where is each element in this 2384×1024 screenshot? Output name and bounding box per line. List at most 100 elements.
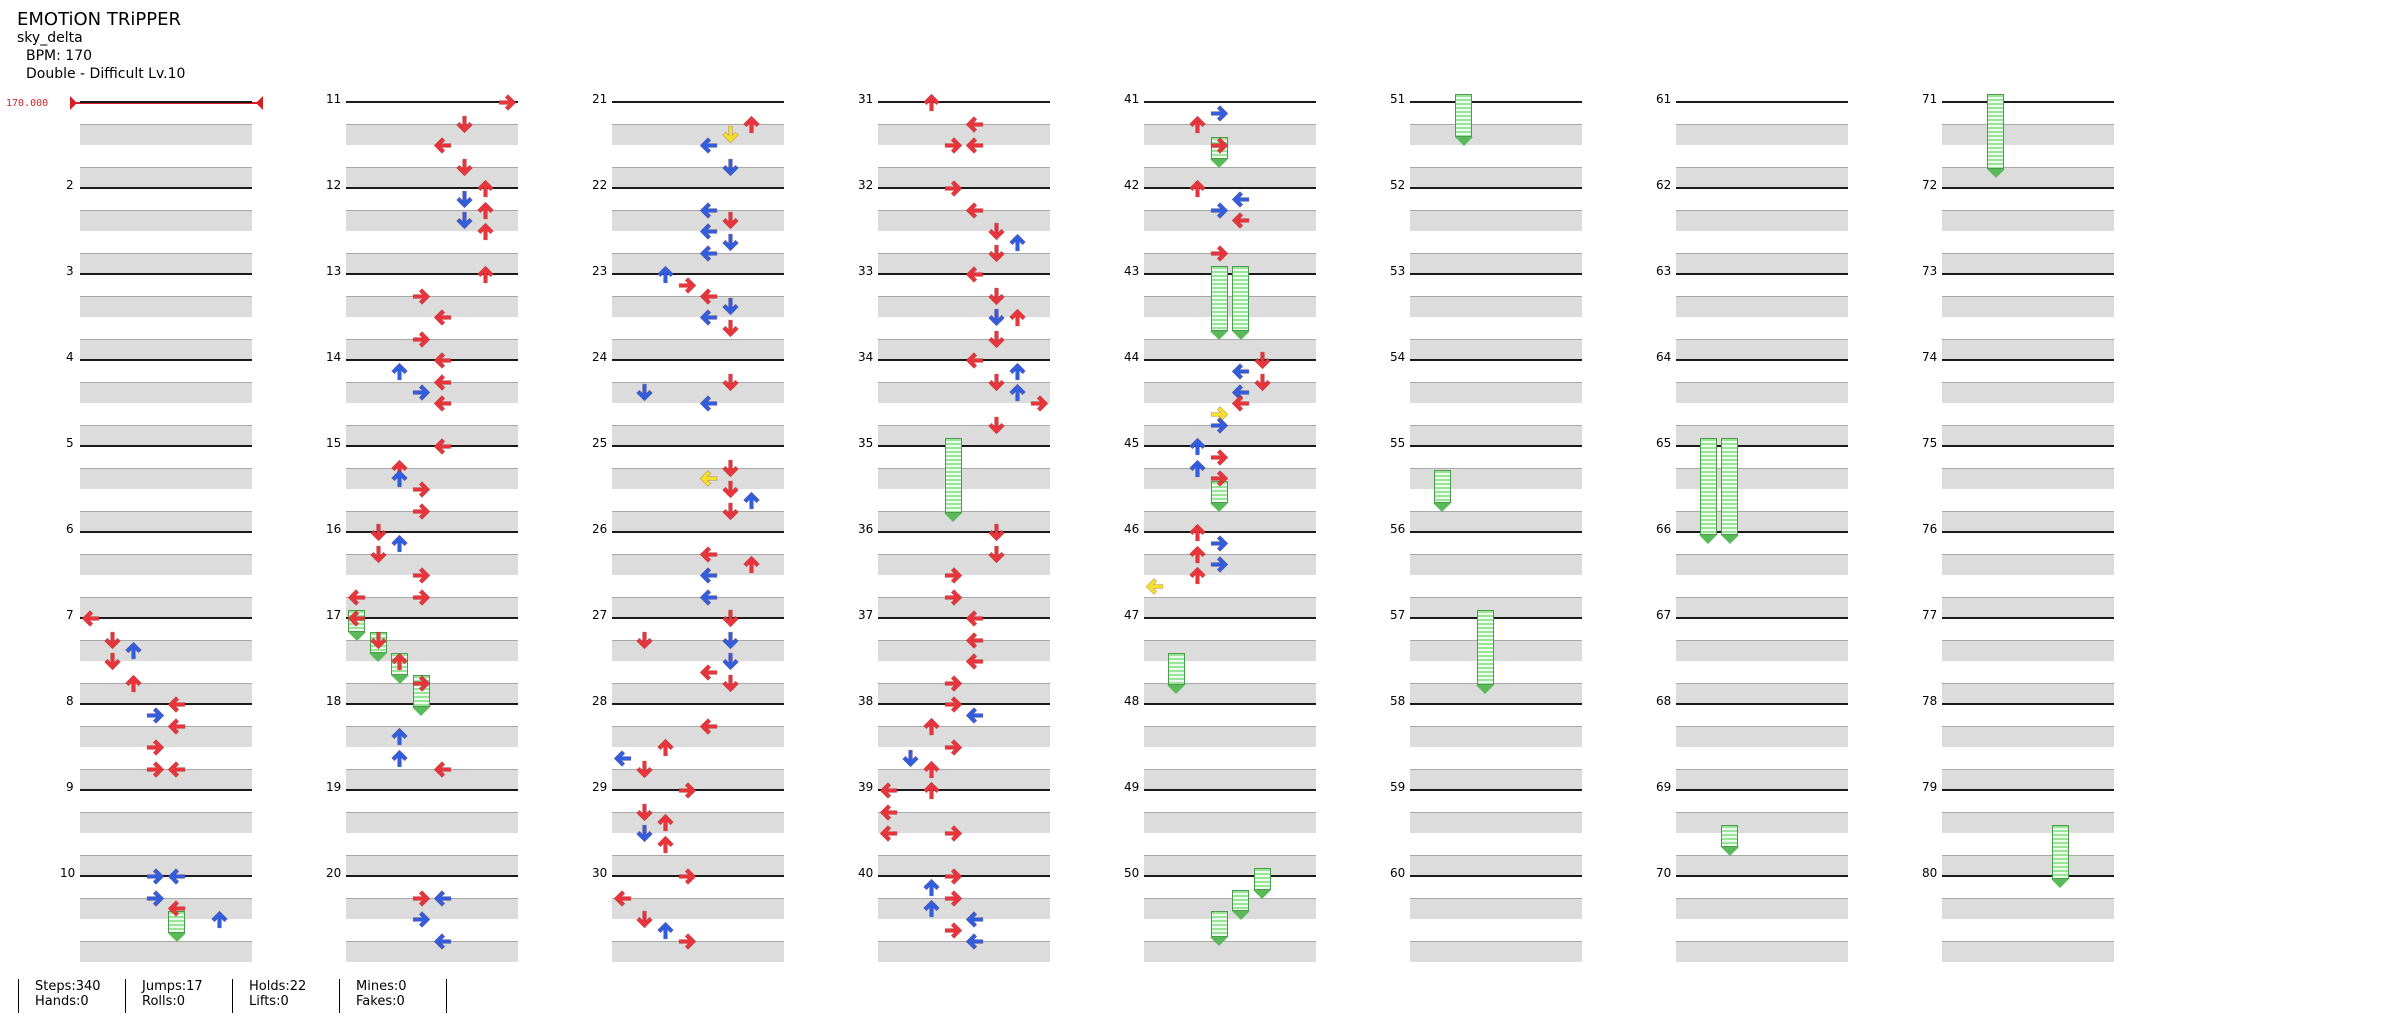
measure-number: 30 [592, 866, 608, 880]
down-arrow-icon [986, 286, 1007, 307]
down-arrow-icon [986, 415, 1007, 436]
beat-band [1144, 338, 1316, 360]
measure-number: 39 [858, 780, 874, 794]
measure-line [80, 875, 252, 877]
measure-line [878, 359, 1050, 361]
measure-number: 71 [1922, 92, 1938, 106]
left-arrow-icon [1230, 393, 1251, 414]
beat-band [1942, 553, 2114, 575]
measure-number: 53 [1390, 264, 1406, 278]
measure-line [878, 875, 1050, 877]
measure-number: 24 [592, 350, 608, 364]
measure-number: 49 [1124, 780, 1140, 794]
down-arrow-icon [720, 651, 741, 672]
beat-band [1676, 682, 1848, 704]
measure-number: 72 [1922, 178, 1938, 192]
left-arrow-icon [698, 243, 719, 264]
beat-band [612, 768, 784, 790]
beat-band [1676, 252, 1848, 274]
measure-line [1410, 875, 1582, 877]
beat-band [1676, 940, 1848, 962]
up-arrow-icon [475, 200, 496, 221]
measure-number: 45 [1124, 436, 1140, 450]
left-arrow-icon [698, 135, 719, 156]
measure-number: 16 [326, 522, 342, 536]
beat-band [878, 166, 1050, 188]
beat-band [80, 123, 252, 145]
left-arrow-icon [698, 565, 719, 586]
beat-band [878, 940, 1050, 962]
measure-line [1676, 359, 1848, 361]
right-arrow-icon [943, 888, 964, 909]
beat-band [1942, 209, 2114, 231]
down-arrow-icon [634, 802, 655, 823]
up-arrow-icon [741, 554, 762, 575]
beat-band [1676, 510, 1848, 532]
up-arrow-icon [1187, 436, 1208, 457]
measure-line [346, 101, 518, 103]
up-arrow-icon [475, 178, 496, 199]
measure-line [1942, 531, 2114, 533]
stats-group-mines: Mines:0 Fakes:0 [339, 979, 445, 1013]
left-arrow-icon [698, 393, 719, 414]
up-arrow-icon [741, 114, 762, 135]
down-arrow-icon [720, 124, 741, 145]
measure-number: 8 [66, 694, 74, 708]
beat-band [1410, 467, 1582, 489]
beat-band [1942, 295, 2114, 317]
measure-number: 18 [326, 694, 342, 708]
left-arrow-icon [964, 630, 985, 651]
right-arrow-icon [1209, 554, 1230, 575]
measure-number: 22 [592, 178, 608, 192]
beat-band [1676, 768, 1848, 790]
measure-line [1942, 875, 2114, 877]
beat-band [878, 596, 1050, 618]
up-arrow-icon [921, 780, 942, 801]
stats-group-holds: Holds:22 Lifts:0 [232, 979, 338, 1013]
measure-line [80, 617, 252, 619]
measure-line [1410, 187, 1582, 189]
hold-note [1210, 911, 1228, 937]
down-arrow-icon [634, 759, 655, 780]
measure-number: 77 [1922, 608, 1938, 622]
measure-number: 62 [1656, 178, 1672, 192]
measure-line [1144, 617, 1316, 619]
measure-line [612, 531, 784, 533]
left-arrow-icon [698, 468, 719, 489]
hold-tail-icon [1210, 936, 1228, 946]
right-arrow-icon [1209, 468, 1230, 489]
measure-line [80, 359, 252, 361]
down-arrow-icon [720, 479, 741, 500]
down-arrow-icon [720, 673, 741, 694]
up-arrow-icon [1007, 361, 1028, 382]
measure-number: 33 [858, 264, 874, 278]
beat-band [1676, 295, 1848, 317]
beat-band [878, 897, 1050, 919]
beat-band [1410, 553, 1582, 575]
bpm-marker-left-icon [70, 96, 77, 110]
measure-number: 63 [1656, 264, 1672, 278]
right-arrow-icon [1209, 103, 1230, 124]
beat-band [878, 338, 1050, 360]
beat-band [1410, 424, 1582, 446]
beat-band [346, 467, 518, 489]
hold-tail-icon [1210, 158, 1228, 168]
beat-band [80, 854, 252, 876]
beat-band [1942, 940, 2114, 962]
beat-band [612, 123, 784, 145]
left-arrow-icon [432, 931, 453, 952]
beat-band [1144, 768, 1316, 790]
beat-band [612, 639, 784, 661]
hold-tail-icon [1986, 169, 2005, 179]
beat-band [346, 596, 518, 618]
beat-band [1144, 811, 1316, 833]
measure-number: 7 [66, 608, 74, 622]
hold-tail-icon [1720, 846, 1739, 856]
measure-number: 3 [66, 264, 74, 278]
up-arrow-icon [209, 909, 230, 930]
up-arrow-icon [1187, 458, 1208, 479]
down-arrow-icon [1252, 372, 1273, 393]
beat-band [1410, 381, 1582, 403]
measure-line [612, 789, 784, 791]
measure-line [1410, 531, 1582, 533]
